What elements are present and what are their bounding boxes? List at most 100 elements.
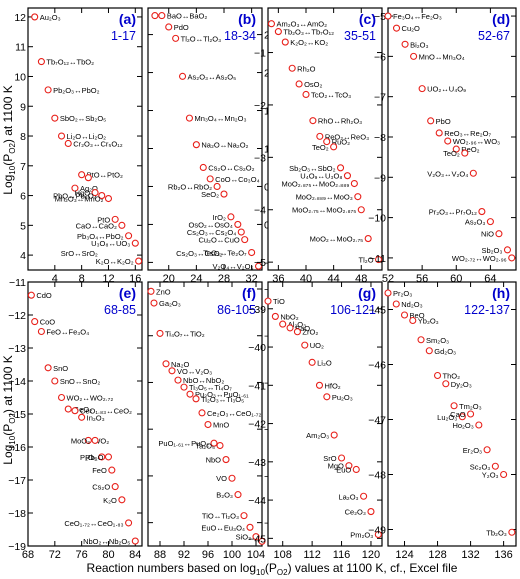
data-point xyxy=(228,474,236,482)
data-label: Y₂O₃ xyxy=(482,471,499,480)
data-label: U₃O₈↔UO₃ xyxy=(91,239,130,248)
data-point xyxy=(71,184,79,192)
panel-range: 1-17 xyxy=(111,29,136,43)
data-point xyxy=(435,129,443,137)
data-label: SrO xyxy=(323,454,337,463)
data-point xyxy=(345,462,353,470)
panel-range: 35-51 xyxy=(344,29,376,43)
data-point xyxy=(37,327,45,336)
y-tick-label: −48 xyxy=(368,470,386,482)
data-label: EuO↔Eu₃O₄ xyxy=(201,523,245,532)
data-point xyxy=(57,393,66,402)
data-point xyxy=(91,436,99,444)
data-label: CoO↔Co₃O₄ xyxy=(215,175,259,184)
panel-8: 124 128 132 136 −49 −48 −47 −46 −45 (h) 122-137 Pr₂… xyxy=(368,281,517,561)
data-point xyxy=(98,453,106,461)
data-point xyxy=(172,34,180,42)
panel-letter: (e) xyxy=(119,285,136,301)
y-tick-label: 1 xyxy=(264,143,270,155)
data-label: TeO₃↔Te₂O₇ xyxy=(203,249,247,258)
data-point xyxy=(400,311,409,319)
data-point xyxy=(427,117,435,125)
data-label: Pm₂O₃ xyxy=(350,531,373,540)
y-tick-label: −10 xyxy=(368,213,386,225)
data-label: Am₂O₃ xyxy=(306,431,329,440)
data-label: Pb₂O₃↔PbO₂ xyxy=(53,86,99,95)
data-label: CaO xyxy=(450,410,466,419)
x-tick-label: 112 xyxy=(303,549,321,561)
y-label-top-mid: (P xyxy=(1,154,15,166)
data-point xyxy=(156,329,164,337)
data-label: Li₂O xyxy=(317,358,332,367)
panel-letter: (g) xyxy=(358,285,376,301)
panel-2: 20242832−0.500.511.522.5(b)18-34BaO↔BaO₂… xyxy=(147,7,285,285)
y-tick-label: −41 xyxy=(248,380,266,392)
data-label: Pb₃O₄↔PbO₂ xyxy=(77,232,124,241)
y-label-bot-main: Log xyxy=(1,445,15,465)
data-point xyxy=(254,262,263,270)
data-label: P₂O₅ xyxy=(80,453,97,462)
data-label: Tl₂O↔Tl₂O₃ xyxy=(181,34,222,43)
data-label: Al₂O₃ xyxy=(288,320,306,329)
data-label: MnO xyxy=(213,421,229,430)
data-point xyxy=(227,213,235,221)
data-label: V₂O₄↔V₂O₅ xyxy=(212,262,253,271)
data-label: Cs₂O↔Cs₂O₂ xyxy=(208,163,254,172)
y-label-bot-sub2: O2 xyxy=(8,413,17,424)
data-label: BeO xyxy=(410,311,425,320)
data-point xyxy=(442,380,450,388)
panel-7: 108 112 116 120 −45 −44 −43 −42 −41 −40 −39 (g) 106-… xyxy=(248,281,383,561)
data-point xyxy=(354,193,362,201)
data-label: VO↔V₂O₃ xyxy=(177,367,212,376)
y-tick-label: −11 xyxy=(369,253,386,265)
data-point xyxy=(131,537,139,545)
x-axis-label-sub: 10 xyxy=(256,568,265,577)
data-point xyxy=(336,164,345,172)
x-axis-label: Reaction numbers based on log10(PO2) val… xyxy=(87,561,458,577)
data-label: Tb₂O₃↔Tb₇O₁₂ xyxy=(283,28,334,37)
y-tick-label: −9 xyxy=(374,172,386,184)
y-tick-label: −8 xyxy=(374,132,386,144)
x-tick-label: 84 xyxy=(129,549,141,561)
x-axis-label-tail: ) values at 1100 K, cf., Excel file xyxy=(288,561,458,575)
data-point xyxy=(467,410,475,418)
data-label: Am₂O₃↔AmO₂ xyxy=(276,20,327,29)
data-point xyxy=(452,145,460,153)
data-label: K₂O↔K₂O₂ xyxy=(96,257,134,266)
y-label-top-sub: 10 xyxy=(8,165,17,174)
data-label: Ce₂O₃ xyxy=(345,508,366,517)
data-point xyxy=(343,172,352,180)
data-label: Sm₂O₃ xyxy=(426,336,449,345)
data-label: EuO xyxy=(336,465,351,474)
data-label: Cu₂O↔CuO xyxy=(198,236,239,245)
data-point xyxy=(108,466,116,474)
data-point xyxy=(264,297,272,305)
y-tick-label: −6 xyxy=(374,51,386,63)
data-point xyxy=(248,248,256,257)
data-label: PtO xyxy=(97,215,110,224)
data-label: BaO xyxy=(295,324,310,333)
data-label: Gd₂O₃ xyxy=(434,347,456,356)
data-label: Mn₂O₃↔MnO₂ xyxy=(55,195,104,204)
y-tick-label: −5 xyxy=(254,257,266,269)
data-point xyxy=(495,230,503,238)
data-label: Rb₂O↔RbO₂ xyxy=(168,182,212,191)
data-point xyxy=(503,246,512,254)
data-point xyxy=(337,454,346,462)
data-point xyxy=(281,38,289,46)
x-tick-label: 92 xyxy=(178,549,190,561)
data-label: ZnO xyxy=(156,287,171,296)
y-tick-label: −12 xyxy=(8,310,26,322)
data-label: PbO↔Pb₃O₄ xyxy=(53,192,97,201)
data-label: Mn₃O₄↔Mn₂O₃ xyxy=(194,114,246,123)
data-label: Tb₇O₁₂↔TbO₂ xyxy=(46,58,94,67)
y-tick-label: −43 xyxy=(248,457,266,469)
data-point xyxy=(198,409,206,417)
data-label: GeO₂ xyxy=(73,405,92,414)
extra-label: Cs₂O₃↔CsO₂ xyxy=(176,249,222,258)
data-label: Tm₂O₃ xyxy=(459,402,482,411)
data-point xyxy=(258,537,266,545)
y-tick-label: −45 xyxy=(368,305,386,317)
data-point xyxy=(425,347,433,355)
data-point xyxy=(118,221,126,229)
